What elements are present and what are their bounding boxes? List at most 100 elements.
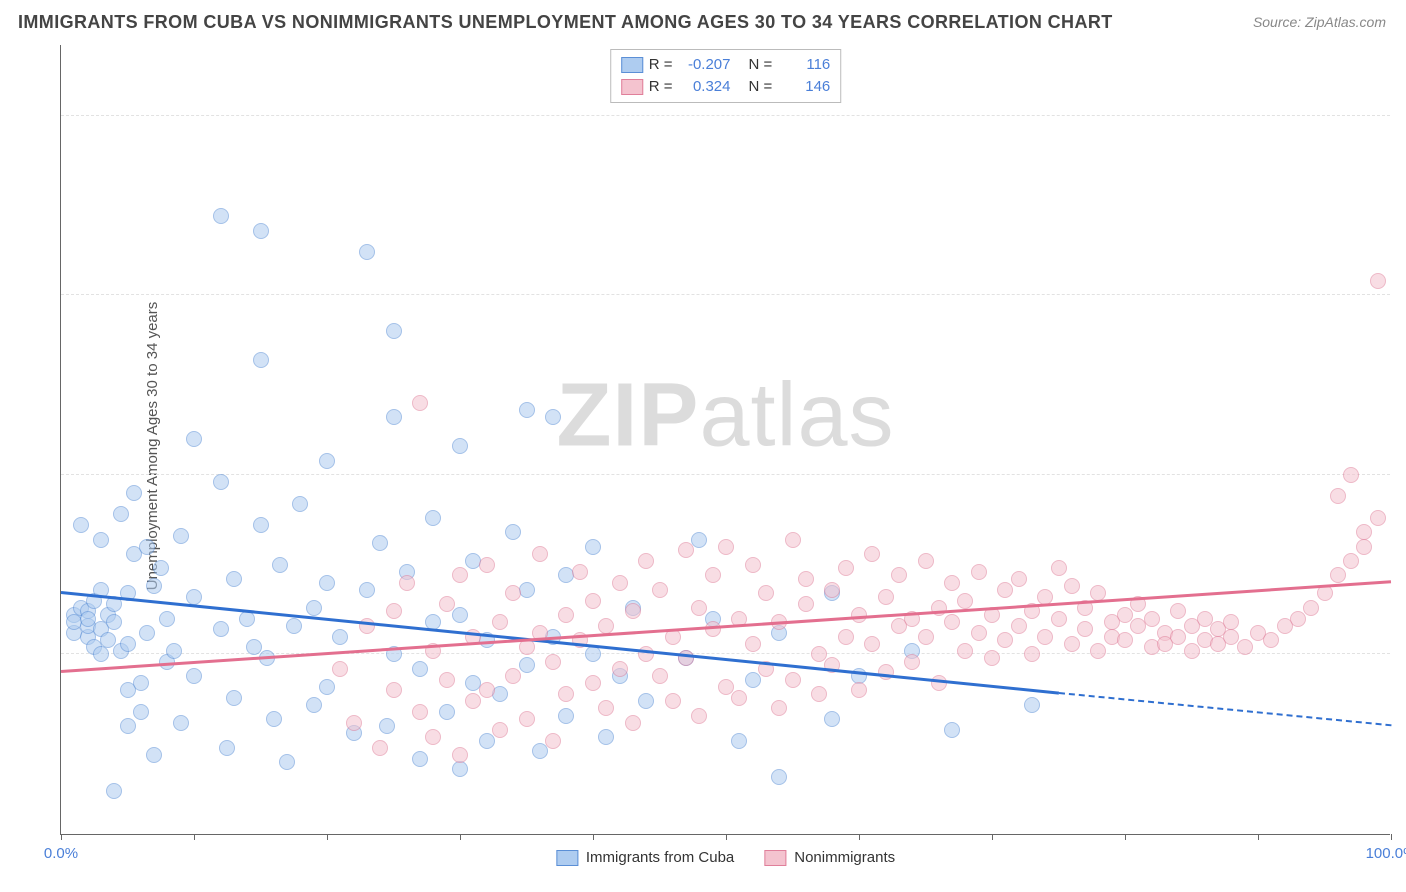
data-point-nonimm xyxy=(971,564,987,580)
gridline xyxy=(61,115,1390,116)
watermark: ZIPatlas xyxy=(556,364,894,467)
data-point-cuba xyxy=(598,729,614,745)
data-point-cuba xyxy=(532,743,548,759)
data-point-nonimm xyxy=(492,614,508,630)
data-point-cuba xyxy=(272,557,288,573)
data-point-nonimm xyxy=(519,639,535,655)
data-point-nonimm xyxy=(1170,629,1186,645)
legend-stat-row-cuba: R = -0.207N = 116 xyxy=(621,54,831,76)
data-point-nonimm xyxy=(1330,567,1346,583)
data-point-nonimm xyxy=(638,553,654,569)
data-point-cuba xyxy=(139,625,155,641)
data-point-cuba xyxy=(771,769,787,785)
data-point-cuba xyxy=(479,733,495,749)
data-point-cuba xyxy=(412,751,428,767)
data-point-nonimm xyxy=(678,542,694,558)
data-point-nonimm xyxy=(957,643,973,659)
data-point-cuba xyxy=(359,244,375,260)
data-point-nonimm xyxy=(1356,524,1372,540)
data-point-nonimm xyxy=(532,546,548,562)
data-point-nonimm xyxy=(386,682,402,698)
x-tick xyxy=(859,834,860,840)
x-tick xyxy=(1258,834,1259,840)
data-point-nonimm xyxy=(944,614,960,630)
data-point-nonimm xyxy=(1263,632,1279,648)
correlation-legend: R = -0.207N = 116R = 0.324N = 146 xyxy=(610,49,842,103)
data-point-nonimm xyxy=(545,733,561,749)
data-point-cuba xyxy=(439,704,455,720)
data-point-cuba xyxy=(519,402,535,418)
data-point-nonimm xyxy=(971,625,987,641)
data-point-nonimm xyxy=(412,395,428,411)
x-tick xyxy=(1391,834,1392,840)
data-point-nonimm xyxy=(1090,643,1106,659)
data-point-cuba xyxy=(745,672,761,688)
data-point-cuba xyxy=(452,761,468,777)
data-point-nonimm xyxy=(598,700,614,716)
data-point-nonimm xyxy=(838,560,854,576)
data-point-nonimm xyxy=(492,722,508,738)
data-point-cuba xyxy=(146,578,162,594)
data-point-nonimm xyxy=(824,582,840,598)
data-point-nonimm xyxy=(612,661,628,677)
data-point-cuba xyxy=(213,621,229,637)
data-point-nonimm xyxy=(1237,639,1253,655)
data-point-nonimm xyxy=(904,654,920,670)
data-point-cuba xyxy=(319,679,335,695)
data-point-nonimm xyxy=(1077,621,1093,637)
data-point-cuba xyxy=(731,733,747,749)
data-point-nonimm xyxy=(505,585,521,601)
data-point-nonimm xyxy=(479,682,495,698)
data-point-nonimm xyxy=(612,575,628,591)
data-point-cuba xyxy=(452,438,468,454)
data-point-cuba xyxy=(166,643,182,659)
data-point-cuba xyxy=(824,711,840,727)
data-point-nonimm xyxy=(545,654,561,670)
data-point-cuba xyxy=(266,711,282,727)
x-tick xyxy=(593,834,594,840)
data-point-cuba xyxy=(226,690,242,706)
plot-area: ZIPatlas R = -0.207N = 116R = 0.324N = 1… xyxy=(60,45,1390,835)
x-tick xyxy=(992,834,993,840)
data-point-nonimm xyxy=(691,708,707,724)
data-point-nonimm xyxy=(798,571,814,587)
data-point-cuba xyxy=(186,431,202,447)
data-point-cuba xyxy=(213,208,229,224)
data-point-cuba xyxy=(113,506,129,522)
data-point-cuba xyxy=(213,474,229,490)
data-point-nonimm xyxy=(918,553,934,569)
data-point-cuba xyxy=(93,532,109,548)
data-point-nonimm xyxy=(372,740,388,756)
data-point-cuba xyxy=(186,668,202,684)
data-point-cuba xyxy=(286,618,302,634)
data-point-cuba xyxy=(186,589,202,605)
data-point-cuba xyxy=(253,352,269,368)
data-point-nonimm xyxy=(1011,618,1027,634)
data-point-cuba xyxy=(173,715,189,731)
data-point-cuba xyxy=(219,740,235,756)
data-point-nonimm xyxy=(625,715,641,731)
data-point-nonimm xyxy=(585,593,601,609)
data-point-nonimm xyxy=(346,715,362,731)
data-point-nonimm xyxy=(1370,273,1386,289)
x-tick xyxy=(194,834,195,840)
data-point-nonimm xyxy=(558,686,574,702)
data-point-nonimm xyxy=(386,603,402,619)
x-tick xyxy=(61,834,62,840)
data-point-nonimm xyxy=(878,664,894,680)
data-point-nonimm xyxy=(598,618,614,634)
data-point-cuba xyxy=(279,754,295,770)
data-point-nonimm xyxy=(838,629,854,645)
data-point-cuba xyxy=(412,661,428,677)
data-point-nonimm xyxy=(931,675,947,691)
x-tick xyxy=(1125,834,1126,840)
data-point-nonimm xyxy=(452,567,468,583)
data-point-nonimm xyxy=(1290,611,1306,627)
data-point-nonimm xyxy=(519,711,535,727)
data-point-cuba xyxy=(519,657,535,673)
data-point-nonimm xyxy=(771,700,787,716)
data-point-cuba xyxy=(638,693,654,709)
data-point-nonimm xyxy=(652,668,668,684)
data-point-nonimm xyxy=(997,582,1013,598)
data-point-cuba xyxy=(545,409,561,425)
